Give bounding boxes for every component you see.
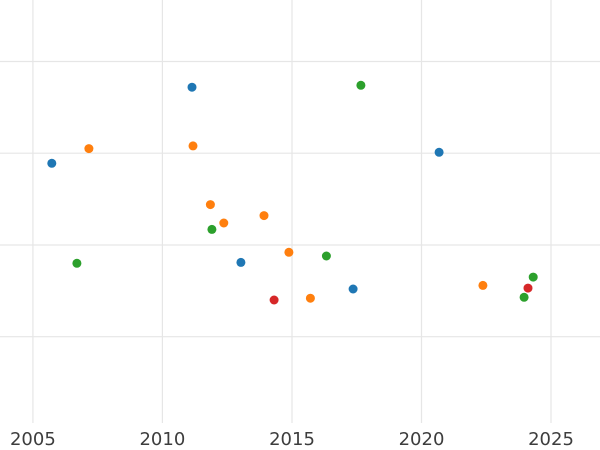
scatter-point-blue bbox=[47, 158, 57, 168]
x-axis-tick-labels: 2005 2010 2015 2020 2025 bbox=[10, 429, 574, 450]
scatter-point-green bbox=[356, 80, 366, 90]
scatter-point-orange bbox=[305, 293, 315, 303]
x-tick-label: 2015 bbox=[269, 429, 315, 450]
scatter-point-green bbox=[519, 292, 529, 302]
scatter-point-orange bbox=[219, 218, 229, 228]
scatter-point-blue bbox=[236, 257, 246, 267]
scatter-point-orange bbox=[205, 200, 215, 210]
scatter-point-green bbox=[528, 272, 538, 282]
scatter-point-orange bbox=[284, 247, 294, 257]
x-tick-label: 2010 bbox=[139, 429, 185, 450]
scatter-point-red bbox=[523, 283, 533, 293]
scatter-point-red bbox=[269, 295, 279, 305]
x-tick-label: 2020 bbox=[399, 429, 445, 450]
scatter-point-blue bbox=[348, 284, 358, 294]
scatter-point-green bbox=[321, 251, 331, 261]
scatter-point-blue bbox=[434, 147, 444, 157]
scatter-point-green bbox=[207, 224, 217, 234]
scatter-point-orange bbox=[478, 280, 488, 290]
x-tick-label: 2005 bbox=[10, 429, 56, 450]
scatter-point-orange bbox=[259, 211, 269, 221]
scatter-point-orange bbox=[188, 141, 198, 151]
gridlines bbox=[0, 0, 600, 423]
x-tick-label: 2025 bbox=[528, 429, 574, 450]
scatter-point-blue bbox=[187, 82, 197, 92]
scatter-point-orange bbox=[84, 144, 94, 154]
scatter-point-green bbox=[72, 258, 82, 268]
scatter-points bbox=[47, 80, 538, 305]
